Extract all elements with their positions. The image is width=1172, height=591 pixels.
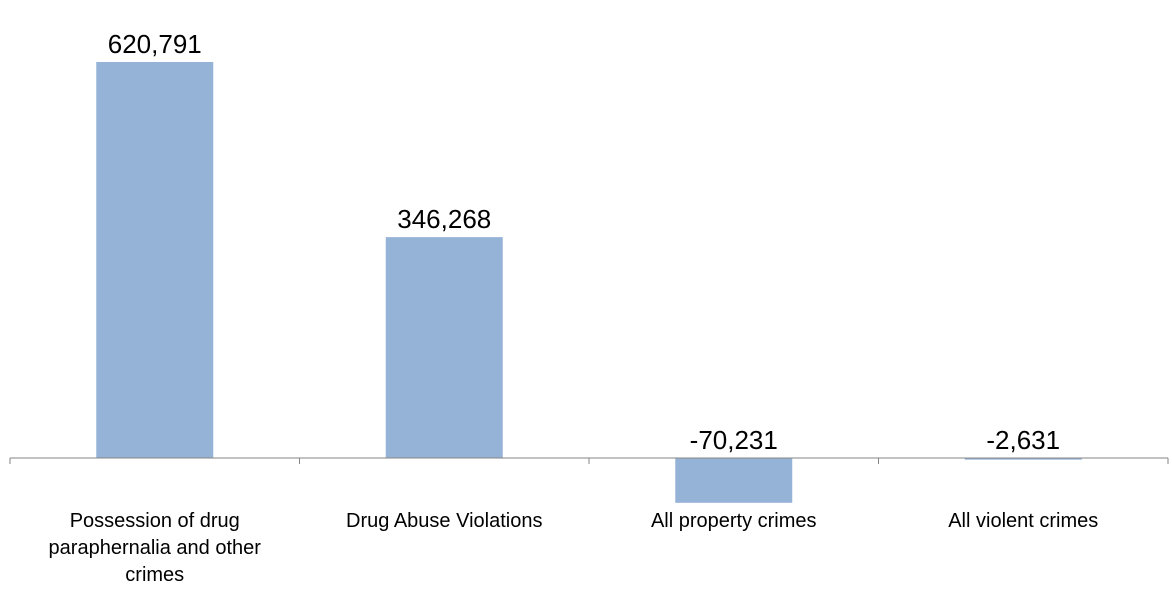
bar-2 bbox=[675, 458, 793, 503]
data-label-2: -70,231 bbox=[690, 425, 778, 455]
category-labels-group: Possession of drug paraphernalia and othe… bbox=[49, 510, 1099, 586]
bar-0 bbox=[96, 62, 214, 458]
bar-3 bbox=[964, 458, 1082, 460]
category-label-3: All violent crimes bbox=[948, 510, 1098, 532]
category-label-0: Possession of drug paraphernalia and othe… bbox=[49, 510, 262, 586]
data-label-3: -2,631 bbox=[986, 425, 1060, 455]
category-label-2: All property crimes bbox=[651, 510, 817, 532]
data-label-1: 346,268 bbox=[397, 204, 491, 234]
bar-1 bbox=[385, 237, 503, 458]
bars-group bbox=[96, 62, 1082, 503]
data-labels-group: 620,791 346,268 -70,231 -2,631 bbox=[108, 29, 1060, 455]
x-axis bbox=[9, 457, 1169, 464]
data-label-0: 620,791 bbox=[108, 29, 202, 59]
category-label-1: Drug Abuse Violations bbox=[346, 510, 542, 532]
